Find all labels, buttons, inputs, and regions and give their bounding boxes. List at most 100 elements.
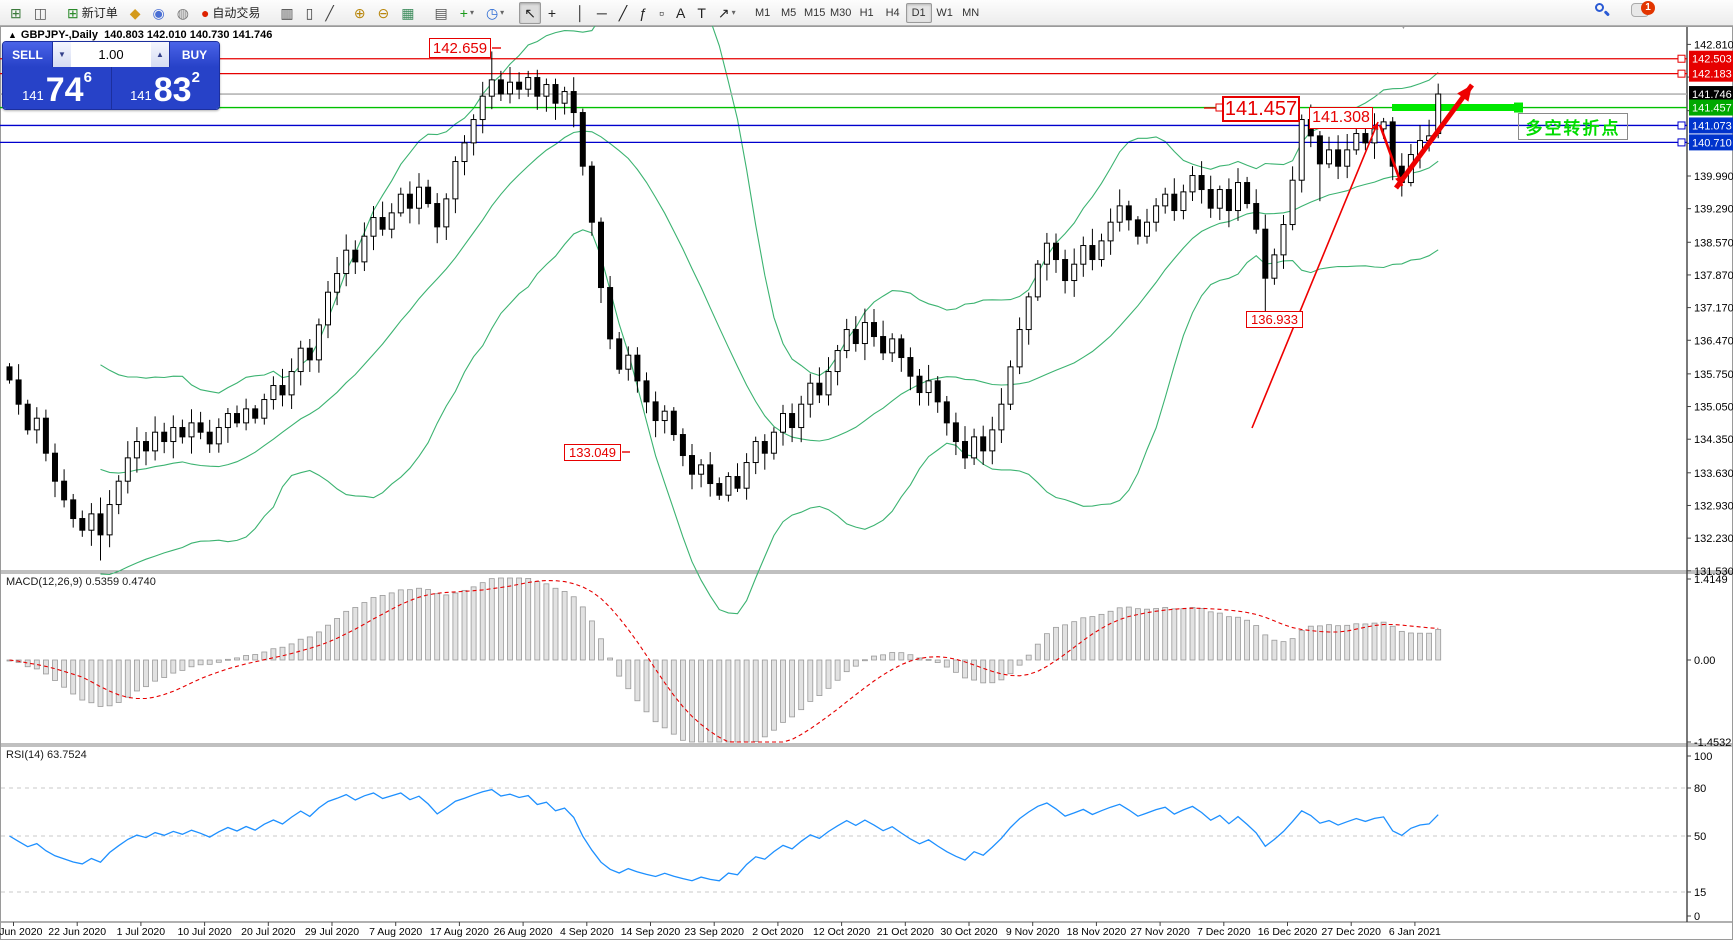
vertical-line-icon[interactable]: │ <box>571 2 590 24</box>
line-chart-icon[interactable]: ╱ <box>320 2 338 24</box>
timeframe-d1-button[interactable]: D1 <box>905 2 932 23</box>
trendline-icon[interactable]: ╱ <box>614 2 632 24</box>
navigator-icon[interactable]: ▤ <box>430 2 453 24</box>
crosshair-button[interactable]: + <box>543 2 561 24</box>
tile-windows-icon[interactable]: ▦ <box>396 2 419 24</box>
timeframe-w1-button[interactable]: W1 <box>936 6 953 19</box>
styler-icon[interactable]: ◆ <box>125 2 146 24</box>
timeframe-m30-button[interactable]: M30 <box>829 6 852 19</box>
candlestick-chart-icon[interactable]: ▯ <box>301 2 319 24</box>
chart-profiles-icon-glyph: ◫ <box>33 4 47 21</box>
volume-input[interactable]: 1.00 <box>71 42 151 67</box>
timeframe-m15-button[interactable]: M15 <box>803 6 826 19</box>
candlestick-chart-icon-glyph: ▯ <box>305 4 314 21</box>
buy-price[interactable]: 141 83 2 <box>130 69 200 110</box>
dropdown-caret-icon: ▾ <box>731 8 736 17</box>
price-annotation-142659[interactable]: 142.659 <box>429 38 491 58</box>
add-indicator-button[interactable]: + ▾ <box>455 2 479 24</box>
timeframe-h1-button[interactable]: H1 <box>859 6 874 19</box>
axis-price-box <box>1689 99 1733 116</box>
dropdown-caret-icon: ▾ <box>469 8 474 17</box>
buy-button[interactable]: BUY <box>170 42 219 67</box>
zoom-in-icon[interactable]: ⊕ <box>349 2 371 24</box>
new-order-button[interactable]: ⊞ 新订单 <box>62 2 123 24</box>
timeframe-mn-button[interactable]: MN <box>962 6 980 19</box>
text-label-icon-glyph: T <box>697 4 706 21</box>
svg-text:100: 100 <box>1694 751 1712 763</box>
svg-text:134.350: 134.350 <box>1694 434 1733 446</box>
new-chart-icon[interactable]: ⊞ <box>5 2 27 24</box>
autotrading-button[interactable]: ● 自动交易 <box>196 2 265 24</box>
price-annotation-141308[interactable]: 141.308 <box>1309 107 1373 129</box>
svg-text:141.457: 141.457 <box>1692 103 1732 115</box>
accounts-icon[interactable]: ◉ <box>148 2 170 24</box>
line-handle[interactable] <box>1677 69 1686 78</box>
timeframe-h4-button[interactable]: H4 <box>885 6 900 19</box>
one-click-trading-panel: SELL ▼ 1.00 ▲ BUY 141 74 6 141 83 2 <box>2 41 220 110</box>
timeframe-m1-button[interactable]: M1 <box>755 6 771 19</box>
periods-icon[interactable]: ◷ ▾ <box>481 2 509 24</box>
volume-increase-button[interactable]: ▲ <box>151 42 169 67</box>
text-label-icon[interactable]: T <box>692 2 711 24</box>
trend-arrow-2[interactable] <box>1378 124 1404 187</box>
text-icon-glyph: A <box>675 4 686 21</box>
sell-button[interactable]: SELL <box>3 42 52 67</box>
candles[interactable] <box>6 51 1442 561</box>
signals-icon[interactable]: ◍ <box>172 2 194 24</box>
bb-upper[interactable] <box>100 0 1439 394</box>
trend-arrow-1[interactable] <box>1251 121 1379 429</box>
horizontal-line-icon[interactable]: ─ <box>592 2 612 24</box>
new-order-button-label: 新订单 <box>81 6 118 20</box>
svg-text:12 Oct 2020: 12 Oct 2020 <box>813 926 870 938</box>
line-handle[interactable] <box>1677 54 1686 63</box>
text-icon[interactable]: A <box>671 2 690 24</box>
chart-profiles-icon[interactable]: ◫ <box>29 2 52 24</box>
svg-text:136.470: 136.470 <box>1694 335 1733 347</box>
highlight-bar-handle[interactable] <box>1514 102 1523 113</box>
note-annotation[interactable]: 多空转折点 <box>1518 113 1628 140</box>
objects-icon[interactable]: ▫ <box>654 2 669 24</box>
autotrading-glyph: ● <box>200 4 210 21</box>
search-icon[interactable] <box>1594 2 1611 17</box>
svg-text:132.930: 132.930 <box>1694 500 1733 512</box>
axis-price-box <box>1689 134 1733 151</box>
price-annotation-141457[interactable]: 141.457 <box>1222 96 1300 122</box>
chart-title: ▲ GBPJPY-,Daily 140.803 142.010 140.730 1… <box>8 29 272 41</box>
zoom-out-icon[interactable]: ⊖ <box>373 2 395 24</box>
svg-text:135.050: 135.050 <box>1694 402 1733 414</box>
bb-lower[interactable] <box>100 229 1439 615</box>
price-annotation-133049[interactable]: 133.049 <box>564 444 621 461</box>
svg-text:133.630: 133.630 <box>1694 468 1733 480</box>
ohlc-values: 140.803 142.010 140.730 141.746 <box>104 29 273 41</box>
trendline-icon-glyph: ╱ <box>618 4 628 21</box>
bar-chart-icon[interactable]: ▥ <box>275 2 298 24</box>
svg-text:142.503: 142.503 <box>1692 54 1732 66</box>
svg-text:1.4149: 1.4149 <box>1694 574 1728 586</box>
svg-text:27 Dec 2020: 27 Dec 2020 <box>1321 926 1381 938</box>
svg-text:139.290: 139.290 <box>1694 204 1733 216</box>
line-chart-icon-glyph: ╱ <box>325 4 334 21</box>
line-handle[interactable] <box>1677 138 1686 147</box>
chat-icon[interactable]: 1 <box>1631 0 1655 17</box>
periods-icon-glyph: ◷ <box>485 4 499 21</box>
fibonacci-icon[interactable]: ƒ <box>634 2 652 24</box>
volume-decrease-button[interactable]: ▼ <box>53 42 71 67</box>
window-menu-caret-icon[interactable]: ▼ <box>1398 20 1409 32</box>
arrows-icon[interactable]: ↗ ▾ <box>713 2 741 24</box>
svg-text:0.00: 0.00 <box>1694 655 1715 667</box>
bb-middle[interactable] <box>100 130 1439 474</box>
new-chart-icon-glyph: ⊞ <box>10 4 22 21</box>
trend-arrow-3[interactable] <box>1393 83 1475 190</box>
tile-windows-icon-glyph: ▦ <box>401 4 415 21</box>
timeframe-m5-button[interactable]: M5 <box>781 6 797 19</box>
cursor-button[interactable]: ↖ <box>519 1 541 24</box>
price-annotation-136933[interactable]: 136.933 <box>1246 311 1303 328</box>
sell-price[interactable]: 141 74 6 <box>22 69 92 110</box>
svg-text:141.746: 141.746 <box>1692 89 1732 101</box>
rsi-label: RSI(14) 63.7524 <box>6 749 87 761</box>
svg-text:21 Oct 2020: 21 Oct 2020 <box>877 926 934 938</box>
trend-arrow-head <box>1457 85 1472 102</box>
svg-text:0: 0 <box>1694 911 1700 923</box>
line-handle[interactable] <box>1677 121 1686 130</box>
